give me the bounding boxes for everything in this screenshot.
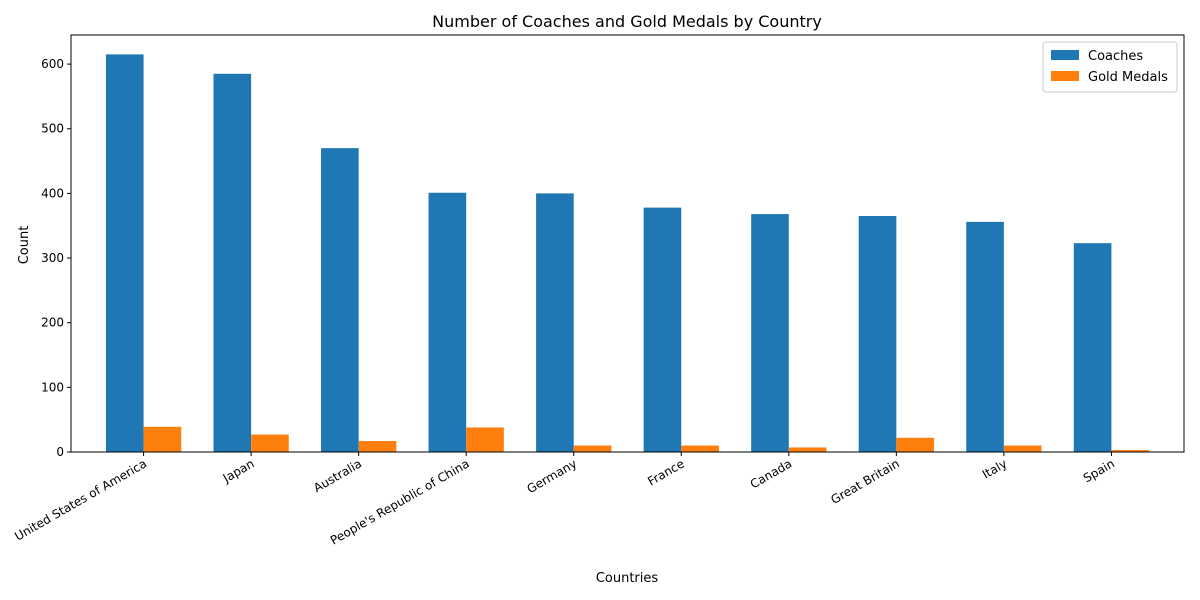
x-tick-label: Germany xyxy=(524,456,579,496)
y-tick-label: 300 xyxy=(41,251,64,265)
x-tick-label: Australia xyxy=(311,456,364,495)
gold-medals-bar xyxy=(1003,445,1042,452)
axes-frame xyxy=(70,34,1185,453)
coaches-bar xyxy=(858,216,897,452)
gold-medals-bar xyxy=(573,445,612,452)
gold-medals-bar xyxy=(143,426,182,452)
gold-medals-bar xyxy=(358,441,397,452)
gold-medals-bar xyxy=(1111,450,1150,452)
legend: Coaches Gold Medals xyxy=(1042,41,1178,93)
legend-label: Coaches xyxy=(1088,49,1143,64)
x-tick-label: Spain xyxy=(1081,456,1117,485)
coaches-bar xyxy=(643,207,682,452)
plot-area: 0 100 200 300 400 500 600 United States of Amer… xyxy=(12,34,1185,548)
coaches-bar xyxy=(428,192,467,452)
coaches-bar xyxy=(536,193,574,452)
chart-title: Number of Coaches and Gold Medals by Cou… xyxy=(432,12,822,31)
gold-medals-bar xyxy=(466,427,504,452)
x-tick-label: Japan xyxy=(220,456,257,485)
x-tick-label: Great Britain xyxy=(828,456,901,506)
x-tick-label: Canada xyxy=(748,456,795,491)
coaches-bar xyxy=(966,221,1004,452)
legend-label: Gold Medals xyxy=(1088,70,1168,85)
y-tick-label: 0 xyxy=(56,445,64,459)
y-tick-label: 500 xyxy=(41,122,64,136)
x-axis-label: Countries xyxy=(596,571,659,586)
coaches-bar xyxy=(105,54,144,452)
x-tick-label: France xyxy=(645,456,687,488)
coaches-bar xyxy=(321,148,359,453)
gold-medals-bar xyxy=(251,434,289,452)
gold-medals-bar xyxy=(788,447,827,452)
coaches-legend-swatch xyxy=(1051,50,1079,60)
y-tick-label: 100 xyxy=(41,380,64,394)
x-tick-label: Italy xyxy=(980,456,1010,481)
y-tick-label: 200 xyxy=(41,316,64,330)
gold-medals-legend-swatch xyxy=(1051,71,1079,81)
gold-medals-bar xyxy=(681,445,719,452)
x-tick-label: United States of America xyxy=(12,456,149,543)
gold-medals-bar xyxy=(896,437,934,452)
y-axis-label: Count xyxy=(17,226,32,265)
coaches-bar xyxy=(1073,243,1112,452)
y-tick-label: 400 xyxy=(41,186,64,200)
coaches-bar xyxy=(751,214,789,452)
y-tick-label: 600 xyxy=(41,57,64,71)
coaches-bar xyxy=(213,73,252,452)
